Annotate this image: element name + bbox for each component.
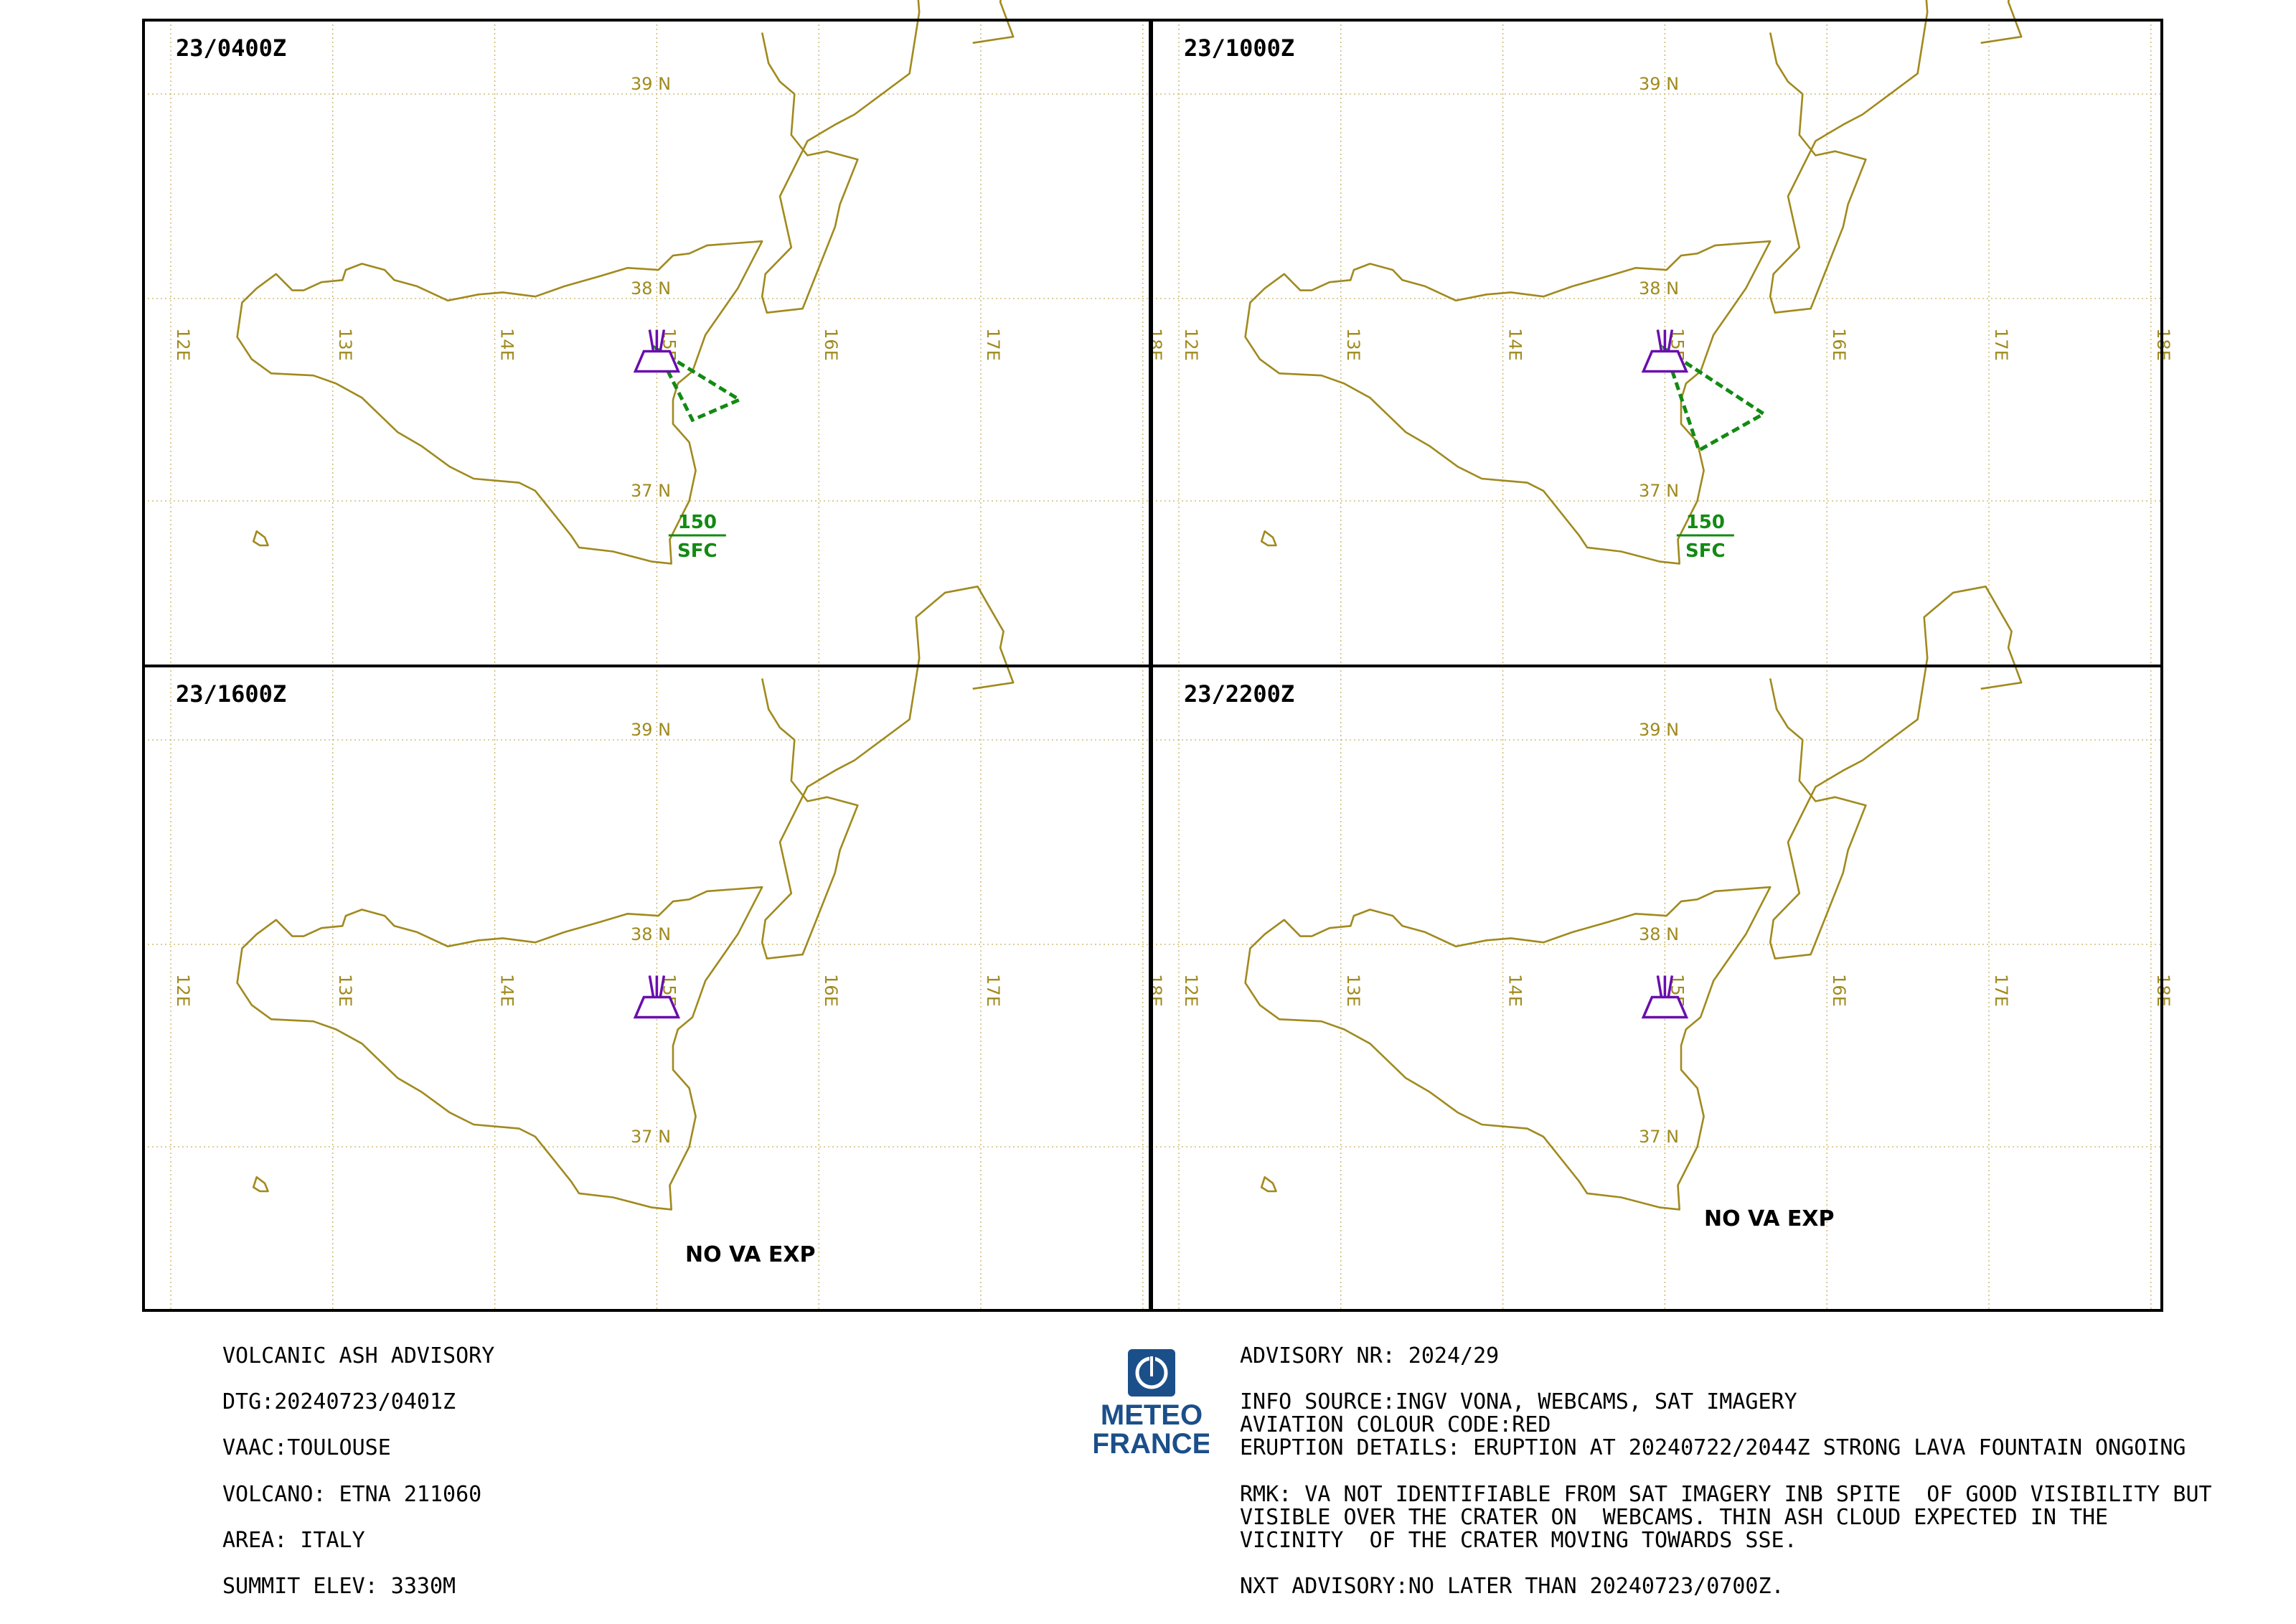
advisory-info-source: INFO SOURCE:INGV VONA, WEBCAMS, SAT IMAG… xyxy=(1240,1389,1797,1414)
ash-top-label: 150 xyxy=(1686,512,1725,533)
latitude-label: 38 N xyxy=(631,278,671,299)
logo-line1: METEO xyxy=(1101,1399,1203,1431)
longitude-label: 13E xyxy=(1343,328,1363,361)
longitude-label: 13E xyxy=(335,328,355,361)
advisory-remark-3: VICINITY OF THE CRATER MOVING TOWARDS SS… xyxy=(1240,1528,1797,1553)
coastline-island xyxy=(252,1176,269,1193)
ash-cloud-polygon xyxy=(1661,344,1767,454)
latitude-label: 37 N xyxy=(631,1127,671,1147)
advisory-summit-elev: SUMMIT ELEV: 3330M xyxy=(222,1574,456,1599)
volcano-icon xyxy=(1641,975,1689,1019)
advisory-vaac: VAAC:TOULOUSE xyxy=(222,1435,391,1460)
coastline-sicily xyxy=(1244,240,1772,565)
coastline-sicily xyxy=(236,240,763,565)
latitude-label: 38 N xyxy=(631,924,671,944)
latitude-label: 39 N xyxy=(631,720,671,740)
coastline-sicily xyxy=(236,886,763,1211)
longitude-label: 17E xyxy=(1991,328,2011,361)
coastline-sicily xyxy=(1244,886,1772,1211)
latitude-label: 39 N xyxy=(1639,74,1679,94)
volcano-icon xyxy=(633,975,681,1019)
longitude-label: 16E xyxy=(821,974,841,1007)
ash-base-label: SFC xyxy=(1685,540,1726,562)
meteo-france-logo: METEO FRANCE xyxy=(1094,1349,1209,1457)
advisory-next: NXT ADVISORY:NO LATER THAN 20240723/0700… xyxy=(1240,1574,1784,1599)
volcano-icon xyxy=(1641,329,1689,373)
advisory-volcano: VOLCANO: ETNA 211060 xyxy=(222,1482,482,1507)
longitude-label: 14E xyxy=(497,328,517,361)
forecast-time-label: 23/0400Z xyxy=(176,34,286,62)
latitude-label: 39 N xyxy=(1639,720,1679,740)
longitude-label: 12E xyxy=(173,974,193,1007)
advisory-right-block: ADVISORY NR: 2024/29 INFO SOURCE:INGV VO… xyxy=(1240,1346,2212,1597)
longitude-label: 14E xyxy=(497,974,517,1007)
latitude-label: 37 N xyxy=(1639,1127,1679,1147)
coastline-calabria xyxy=(761,0,1015,314)
longitude-label: 14E xyxy=(1505,328,1525,361)
advisory-remark-2: VISIBLE OVER THE CRATER ON WEBCAMS. THIN… xyxy=(1240,1505,2109,1530)
longitude-label: 12E xyxy=(1181,328,1201,361)
ash-top-label: 150 xyxy=(678,512,717,533)
latitude-label: 37 N xyxy=(1639,481,1679,501)
advisory-remark-1: RMK: VA NOT IDENTIFIABLE FROM SAT IMAGER… xyxy=(1240,1482,2212,1507)
longitude-label: 13E xyxy=(1343,974,1363,1007)
coastline-island xyxy=(252,530,269,547)
volcano-icon xyxy=(633,329,681,373)
forecast-time-label: 23/2200Z xyxy=(1184,680,1294,708)
advisory-number: ADVISORY NR: 2024/29 xyxy=(1240,1343,1500,1369)
advisory-left-block: VOLCANIC ASH ADVISORY DTG:20240723/0401Z… xyxy=(222,1346,494,1597)
latitude-label: 39 N xyxy=(631,74,671,94)
longitude-label: 12E xyxy=(1181,974,1201,1007)
coastline-calabria xyxy=(761,586,1015,959)
longitude-label: 17E xyxy=(1991,974,2011,1007)
latitude-label: 37 N xyxy=(631,481,671,501)
panel-frame xyxy=(1150,665,2163,1312)
coastline-calabria xyxy=(1769,586,2023,959)
coastline-island xyxy=(1260,530,1277,547)
advisory-eruption-details: ERUPTION DETAILS: ERUPTION AT 20240722/2… xyxy=(1240,1435,2186,1460)
advisory-area: AREA: ITALY xyxy=(222,1528,365,1553)
longitude-label: 13E xyxy=(335,974,355,1007)
forecast-time-label: 23/1600Z xyxy=(176,680,286,708)
longitude-label: 16E xyxy=(1829,328,1849,361)
ash-cloud-polygon xyxy=(652,344,744,423)
no-ash-note: NO VA EXP xyxy=(685,1242,816,1267)
advisory-dtg: DTG:20240723/0401Z xyxy=(222,1389,456,1414)
coastline-calabria xyxy=(1769,0,2023,314)
longitude-label: 17E xyxy=(983,974,1003,1007)
forecast-time-label: 23/1000Z xyxy=(1184,34,1294,62)
longitude-label: 12E xyxy=(173,328,193,361)
advisory-colour-code: AVIATION COLOUR CODE:RED xyxy=(1240,1412,1551,1437)
ash-base-label: SFC xyxy=(677,540,718,562)
latitude-label: 38 N xyxy=(1639,278,1679,299)
coastline-island xyxy=(1260,1176,1277,1193)
longitude-label: 14E xyxy=(1505,974,1525,1007)
longitude-label: 18E xyxy=(1145,974,1165,1007)
advisory-title: VOLCANIC ASH ADVISORY xyxy=(222,1343,495,1369)
longitude-label: 16E xyxy=(1829,974,1849,1007)
longitude-label: 17E xyxy=(983,328,1003,361)
longitude-label: 16E xyxy=(821,328,841,361)
longitude-label: 18E xyxy=(1145,328,1165,361)
no-ash-note: NO VA EXP xyxy=(1704,1206,1835,1231)
latitude-label: 38 N xyxy=(1639,924,1679,944)
logo-line2: FRANCE xyxy=(1094,1428,1209,1457)
